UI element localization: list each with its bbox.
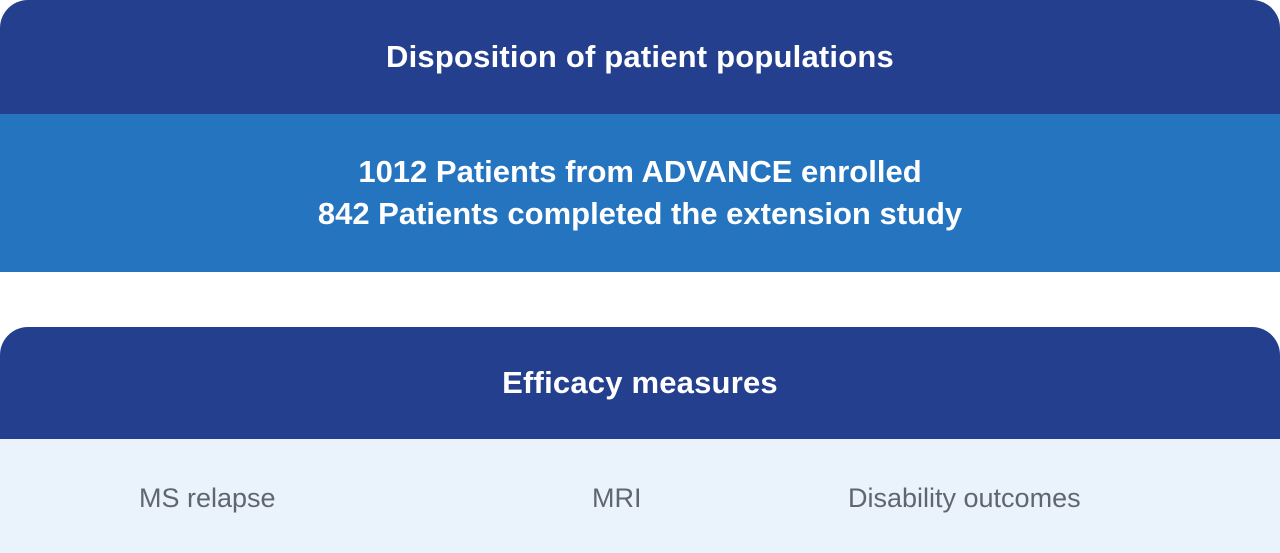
- measure-mri: MRI: [592, 483, 642, 513]
- disposition-stats: 1012 Patients from ADVANCE enrolled 842 …: [0, 114, 1280, 272]
- efficacy-measures: MS relapse MRI Disability outcomes: [0, 439, 1280, 553]
- efficacy-title: Efficacy measures: [502, 365, 778, 400]
- completed-count-line: 842 Patients completed the extension stu…: [317, 196, 963, 231]
- measure-ms-relapse: MS relapse: [139, 483, 276, 513]
- measure-disability-outcomes: Disability outcomes: [848, 483, 1081, 513]
- enrolled-count-line: 1012 Patients from ADVANCE enrolled: [358, 154, 922, 189]
- disposition-header: Disposition of patient populations: [0, 0, 1280, 114]
- disposition-title: Disposition of patient populations: [386, 39, 894, 74]
- efficacy-header: Efficacy measures: [0, 327, 1280, 439]
